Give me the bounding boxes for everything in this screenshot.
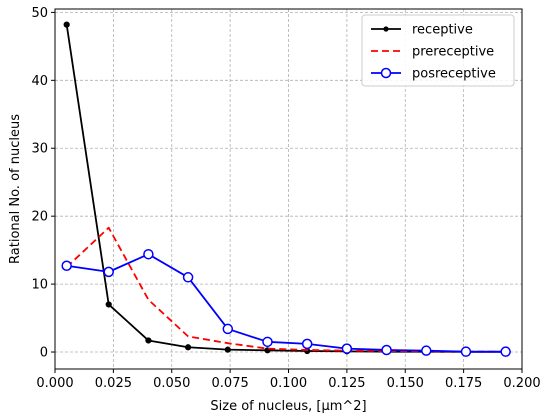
y-tick-label: 0	[40, 346, 48, 361]
x-tick-label: 0.025	[95, 376, 132, 391]
series-posreceptive	[61, 248, 511, 357]
legend-item-receptive: receptive	[371, 23, 473, 38]
y-tick-label: 10	[31, 278, 48, 293]
legend-item-posreceptive: posreceptive	[371, 67, 496, 82]
y-tick-label: 40	[31, 74, 48, 89]
legend: receptive prereceptive posreceptive	[361, 14, 515, 87]
data-point-receptive	[105, 301, 112, 308]
data-point-receptive	[184, 344, 192, 351]
x-tick-label: 0.125	[328, 376, 365, 391]
data-point-posreceptive	[500, 346, 511, 357]
y-axis: 0 10 20 30 40 50	[31, 6, 55, 361]
x-tick-label: 0.000	[36, 376, 73, 391]
data-point-receptive	[145, 337, 152, 344]
legend-label: receptive	[412, 23, 473, 38]
data-point-posreceptive	[301, 338, 313, 350]
data-point-posreceptive	[222, 323, 234, 335]
legend-label: prereceptive	[412, 45, 494, 60]
legend-marker	[380, 67, 392, 79]
series-layer	[61, 21, 511, 357]
y-tick-label: 50	[31, 6, 48, 21]
y-tick-label: 20	[31, 210, 48, 225]
legend-label: posreceptive	[412, 67, 496, 82]
y-tick-label: 30	[31, 142, 48, 157]
data-point-posreceptive	[262, 336, 273, 348]
y-axis-label: Rational No. of nucleus	[8, 114, 23, 264]
data-point-posreceptive	[381, 344, 392, 356]
grid-lines	[55, 9, 522, 369]
x-tick-label: 0.100	[270, 376, 307, 391]
series-line-posreceptive	[66, 253, 506, 353]
data-point-posreceptive	[143, 248, 154, 260]
x-axis: 0.000 0.025 0.050 0.075 0.100 0.125 0.150 0.175…	[36, 369, 541, 391]
x-axis-label: Size of nucleus, [μm^2]	[210, 399, 366, 414]
x-tick-label: 0.200	[503, 376, 540, 391]
data-point-posreceptive	[421, 345, 432, 356]
legend-item-prereceptive: prereceptive	[371, 45, 494, 60]
x-tick-label: 0.075	[212, 376, 249, 391]
series-line-prereceptive	[66, 226, 506, 353]
data-point-posreceptive	[460, 346, 472, 357]
legend-marker	[383, 26, 389, 32]
data-point-receptive	[63, 21, 70, 28]
legend-box	[361, 14, 515, 87]
data-point-posreceptive	[61, 260, 72, 272]
data-point-posreceptive	[103, 266, 114, 278]
data-point-posreceptive	[341, 343, 353, 354]
series-prereceptive	[66, 226, 506, 353]
x-tick-label: 0.150	[387, 376, 424, 391]
x-tick-label: 0.175	[445, 376, 482, 391]
data-point-receptive	[224, 346, 231, 353]
data-point-posreceptive	[182, 272, 194, 283]
x-tick-label: 0.050	[153, 376, 190, 391]
